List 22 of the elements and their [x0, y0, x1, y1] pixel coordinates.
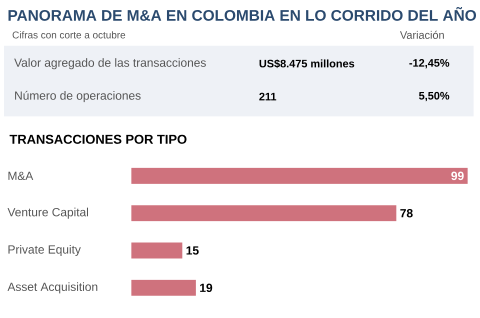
data-label: 78: [400, 208, 413, 218]
bar: [131, 242, 182, 258]
text: 211: [259, 92, 276, 100]
bar: [131, 280, 196, 296]
text: US$8.475 millones: [260, 59, 354, 68]
y-tick-label: Asset Acquisition: [8, 282, 98, 294]
text: PANORAMA DE M&A EN COLOMBIA EN LO CORRIDO DEL AÑO: [8, 6, 476, 21]
data-label: 19: [200, 283, 212, 292]
text: Cifras con corte a octubre: [12, 30, 126, 38]
y-tick-label: M&A: [8, 172, 34, 180]
text: Variación: [400, 30, 444, 39]
data-label: 15: [186, 246, 199, 254]
y-tick-label: Private Equity: [8, 244, 81, 256]
data-label: 99: [451, 171, 464, 180]
text: -12,45%: [409, 58, 450, 68]
text: Número de operaciones: [15, 90, 141, 102]
y-tick-label: Venture Capital: [8, 207, 88, 219]
text: 5,50%: [418, 92, 450, 101]
bar: [131, 205, 396, 221]
chart-title: TRANSACCIONES POR TIPO: [10, 134, 186, 144]
bar: [131, 168, 468, 184]
text: Valor agregado de las transacciones: [14, 58, 206, 70]
